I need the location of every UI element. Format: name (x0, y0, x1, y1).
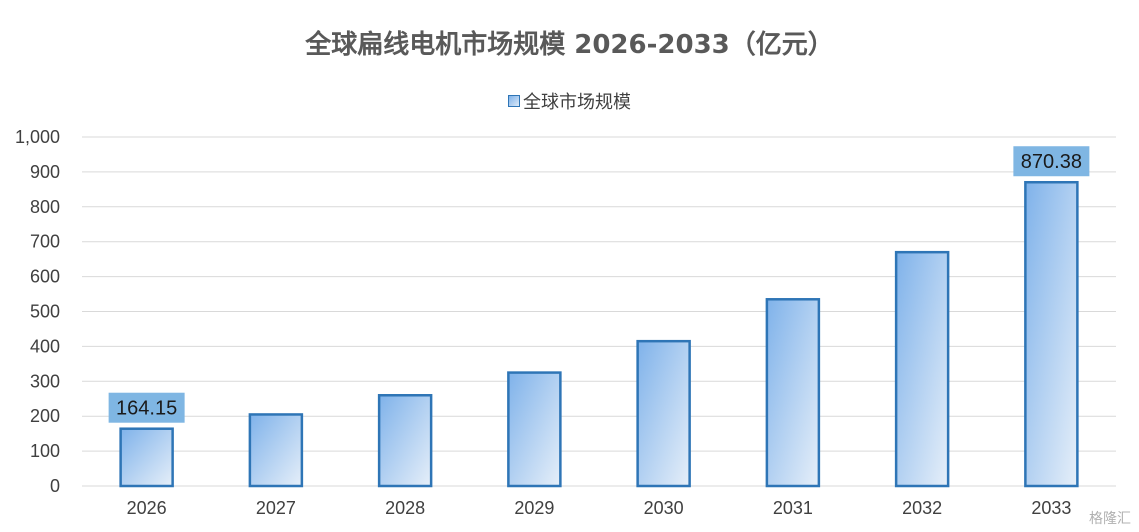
bar-2029 (507, 371, 562, 488)
legend-swatch (508, 95, 520, 107)
legend-label: 全球市场规模 (523, 92, 631, 113)
bar-2033 (1024, 180, 1079, 488)
y-tick-label: 0 (50, 476, 60, 496)
x-tick-label: 2033 (1031, 498, 1071, 518)
y-tick-label: 400 (30, 336, 60, 356)
x-tick-label: 2030 (644, 498, 684, 518)
bar-2030 (636, 339, 691, 488)
y-tick-label: 1,000 (15, 127, 60, 147)
x-tick-label: 2029 (514, 498, 554, 518)
x-tick-label: 2026 (127, 498, 167, 518)
bar-2032 (894, 250, 950, 488)
watermark: 格隆汇 (1089, 511, 1131, 527)
bar-2031 (765, 298, 821, 488)
chart-title: 全球扁线电机市场规模 2026-2033（亿元） (305, 30, 834, 60)
y-tick-label: 900 (30, 162, 60, 182)
data-label-box (1013, 146, 1090, 177)
x-tick-label: 2031 (773, 498, 813, 518)
y-tick-label: 200 (30, 406, 60, 426)
y-tick-label: 700 (30, 232, 60, 252)
chart-legend: 全球市场规模 (0, 88, 1139, 114)
y-tick-label: 100 (30, 441, 60, 461)
data-label-box (108, 392, 185, 423)
y-tick-label: 300 (30, 371, 60, 391)
bar-2028 (377, 394, 433, 488)
bar-2027 (248, 413, 304, 488)
y-tick-label: 800 (30, 197, 60, 217)
data-label: 870.38 (1021, 151, 1082, 173)
data-label: 164.15 (116, 398, 177, 420)
x-tick-label: 2028 (385, 498, 425, 518)
x-tick-label: 2027 (256, 498, 296, 518)
y-tick-label: 600 (30, 267, 60, 287)
y-tick-label: 500 (30, 302, 60, 322)
x-tick-label: 2032 (902, 498, 942, 518)
bar-2026 (119, 427, 174, 488)
